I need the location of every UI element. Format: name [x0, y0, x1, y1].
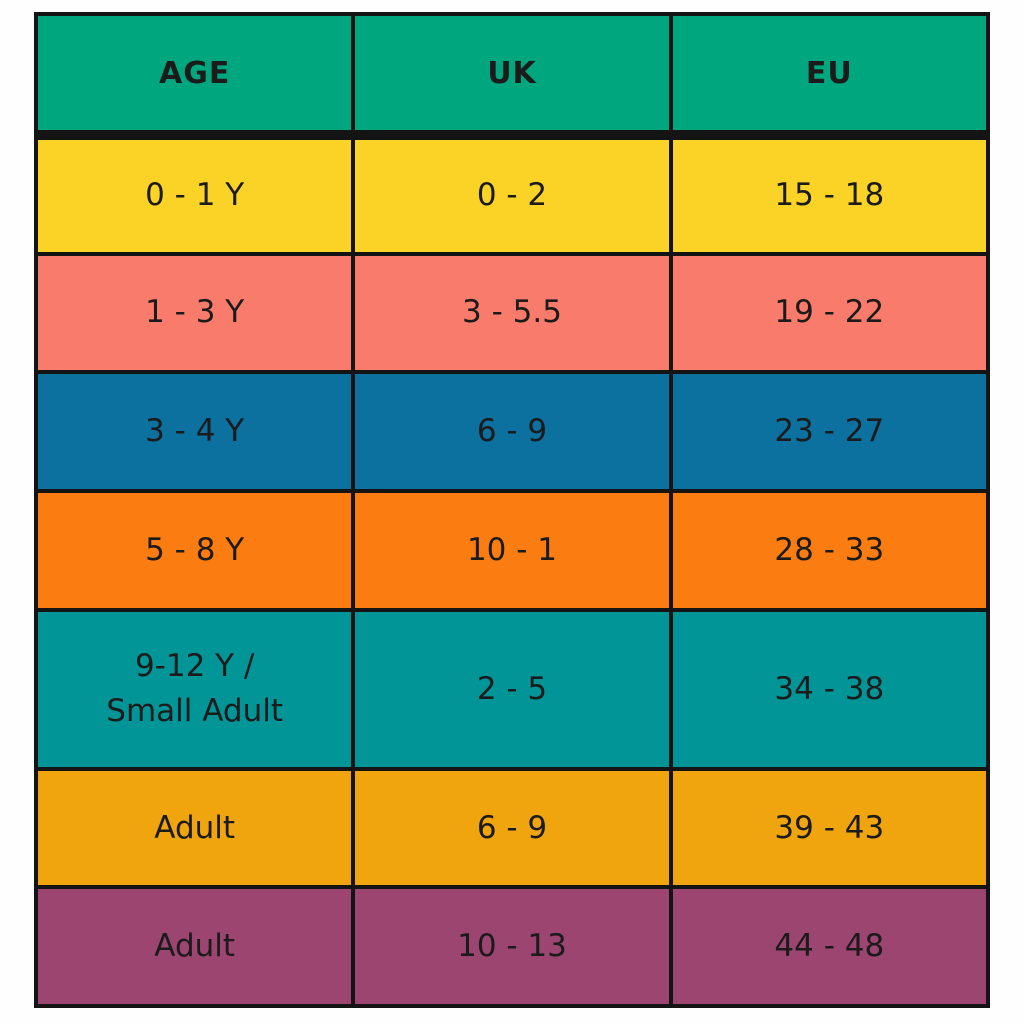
cell-age: 5 - 8 Y	[33, 488, 356, 612]
table-row-1-3y: 1 - 3 Y 3 - 5.5 19 - 22	[33, 251, 991, 375]
cell-uk: 0 - 2	[351, 133, 673, 256]
cell-eu: 34 - 38	[668, 607, 991, 771]
cell-eu: 15 - 18	[668, 133, 991, 256]
cell-age: 1 - 3 Y	[33, 251, 356, 375]
cell-age: 3 - 4 Y	[33, 370, 356, 493]
cell-eu: 28 - 33	[668, 488, 991, 612]
table-row-3-4y: 3 - 4 Y 6 - 9 23 - 27	[33, 370, 991, 493]
header-cell-age: AGE	[33, 12, 356, 140]
table-row-9-12y-small-adult: 9-12 Y / Small Adult 2 - 5 34 - 38	[33, 607, 991, 771]
cell-uk: 6 - 9	[351, 370, 673, 493]
table-header-row: AGE UK EU	[33, 12, 991, 140]
cell-age: 9-12 Y / Small Adult	[33, 607, 356, 771]
table-row-adult-2: Adult 10 - 13 44 - 48	[33, 885, 991, 1008]
cell-age: Adult	[33, 885, 356, 1008]
cell-eu: 19 - 22	[668, 251, 991, 375]
cell-uk: 3 - 5.5	[351, 251, 673, 375]
cell-eu: 23 - 27	[668, 370, 991, 493]
header-cell-eu: EU	[668, 12, 991, 140]
cell-uk: 2 - 5	[351, 607, 673, 771]
cell-uk: 10 - 13	[351, 885, 673, 1008]
cell-uk: 10 - 1	[351, 488, 673, 612]
table-row-0-1y: 0 - 1 Y 0 - 2 15 - 18	[33, 133, 991, 256]
table-row-5-8y: 5 - 8 Y 10 - 1 28 - 33	[33, 488, 991, 612]
cell-eu: 44 - 48	[668, 885, 991, 1008]
cell-age: Adult	[33, 766, 356, 890]
cell-eu: 39 - 43	[668, 766, 991, 890]
size-conversion-table: AGE UK EU 0 - 1 Y 0 - 2 15 - 18 1 - 3 Y …	[33, 12, 991, 1008]
cell-age: 0 - 1 Y	[33, 133, 356, 256]
header-cell-uk: UK	[351, 12, 673, 140]
cell-uk: 6 - 9	[351, 766, 673, 890]
table-row-adult-1: Adult 6 - 9 39 - 43	[33, 766, 991, 890]
